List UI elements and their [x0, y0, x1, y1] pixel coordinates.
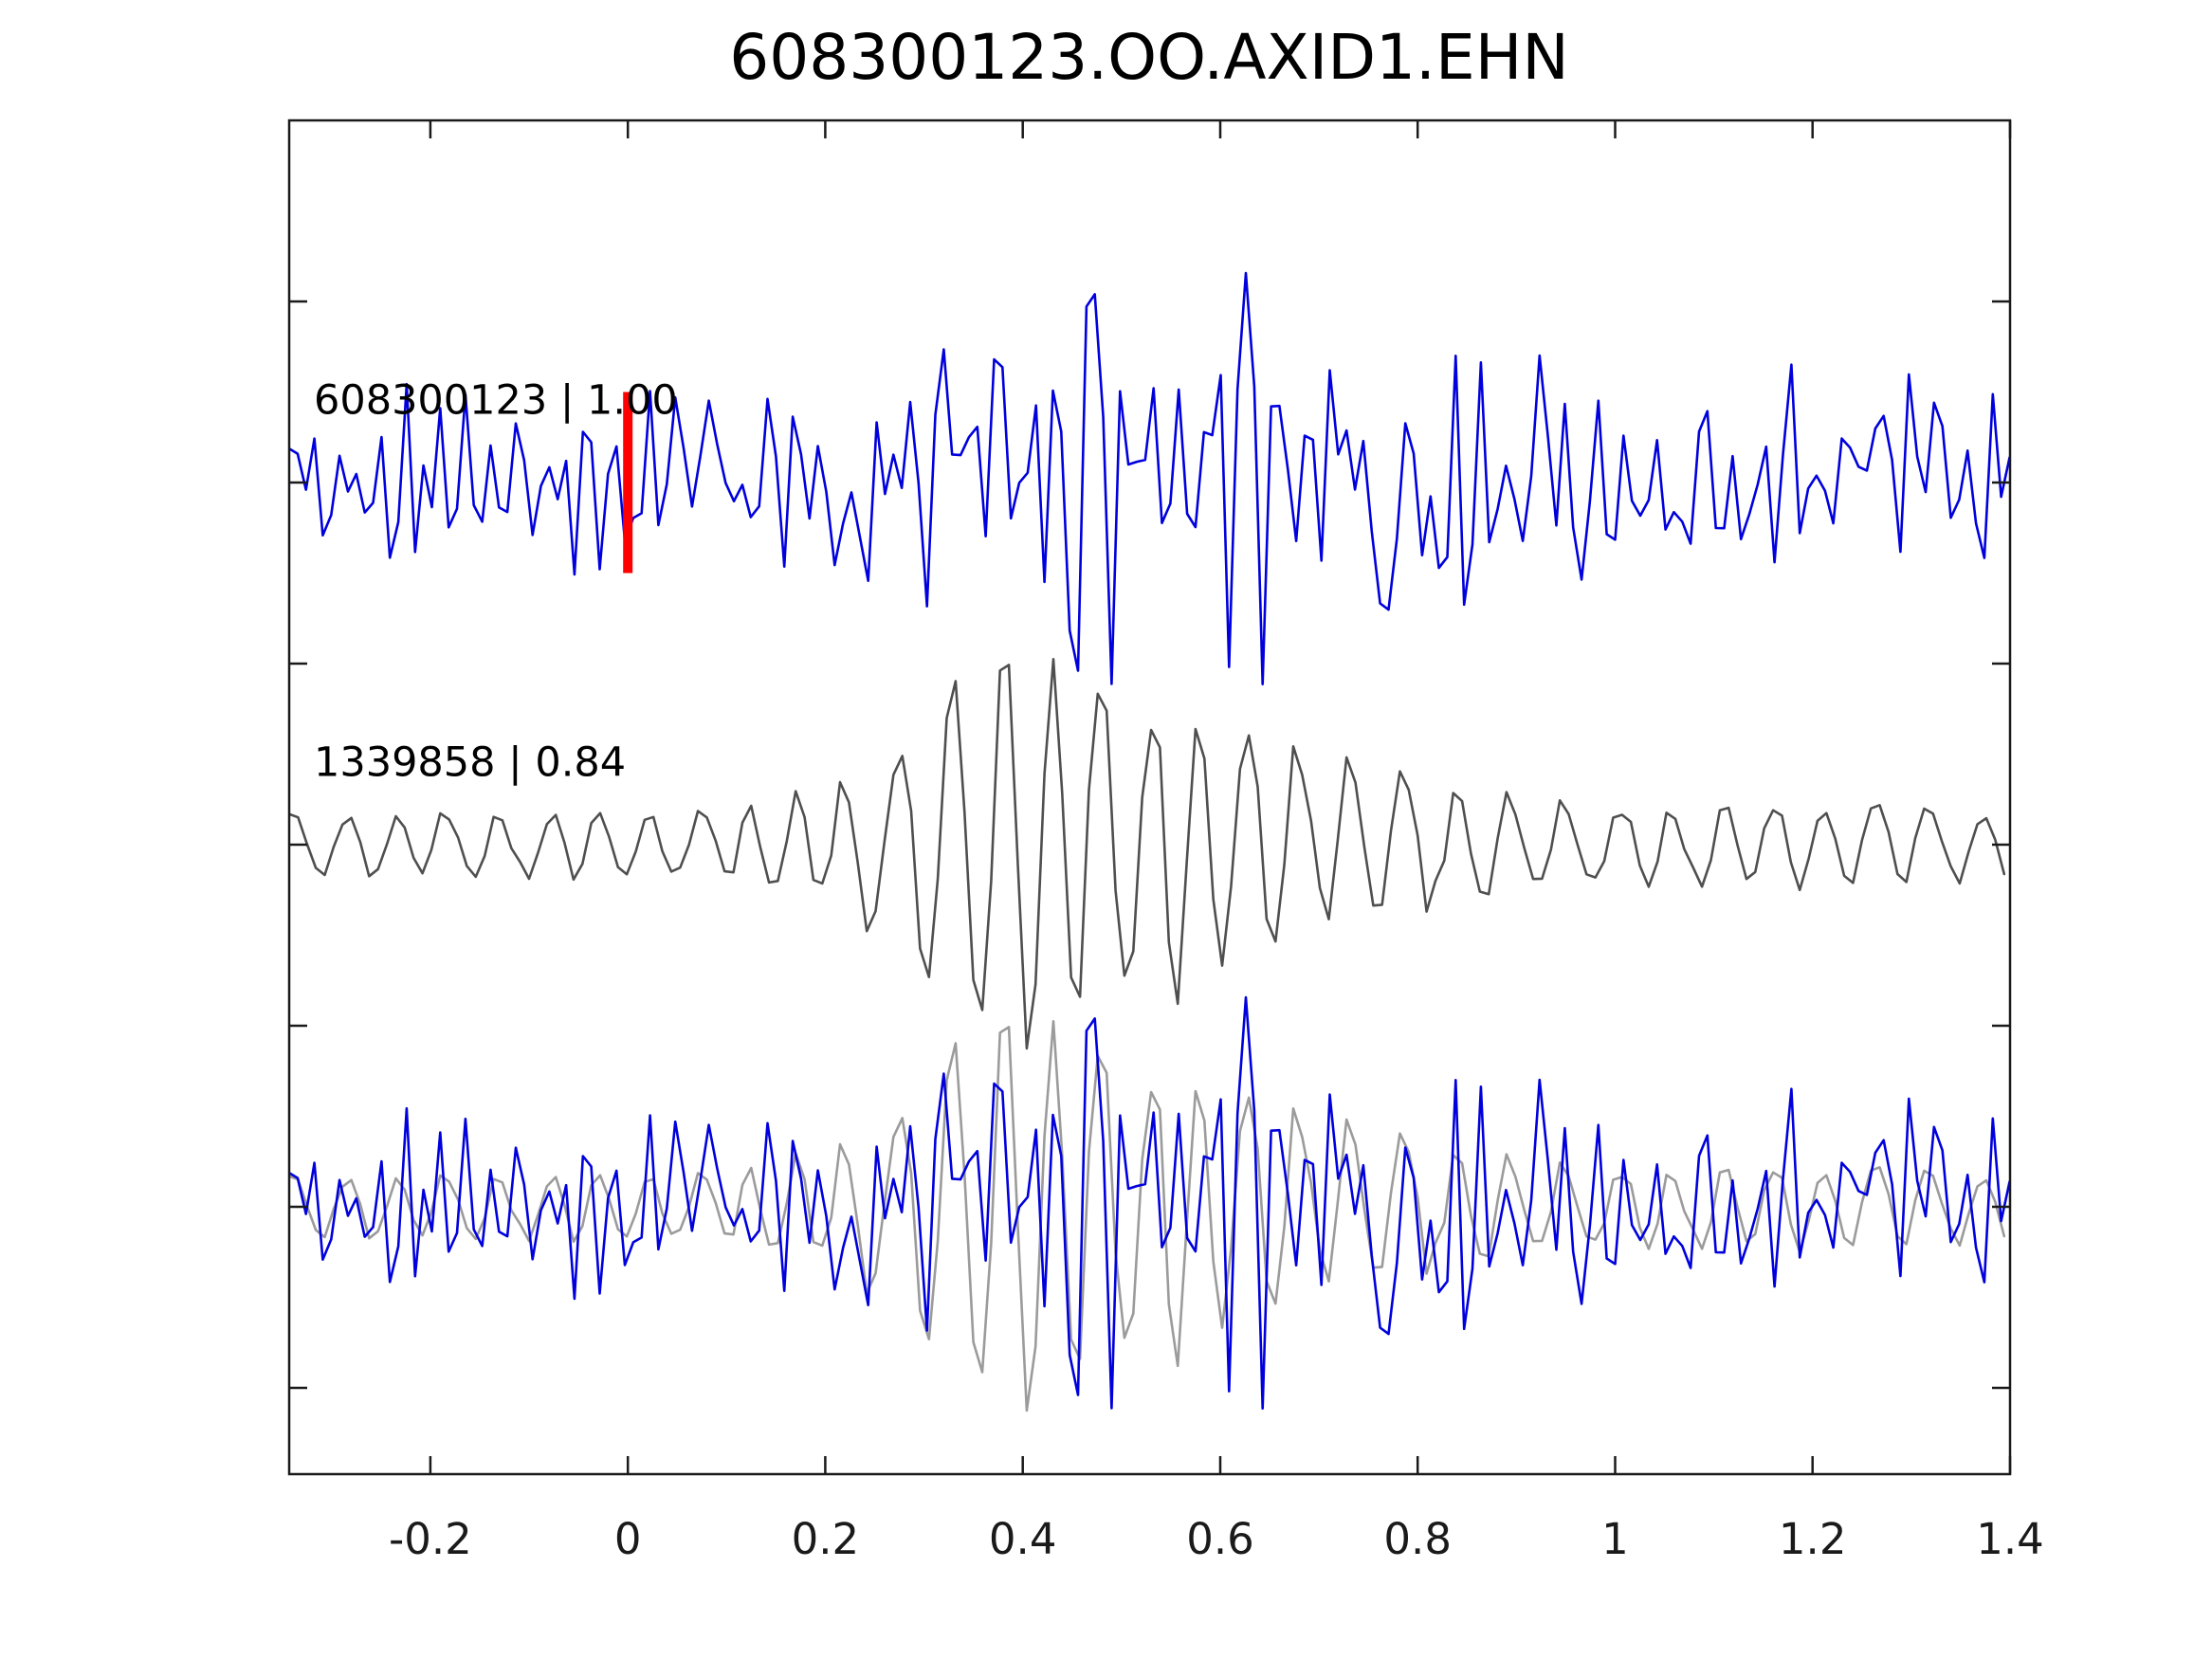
x-tick-label: 0.6	[1186, 1514, 1254, 1564]
x-tick-label: 0.2	[792, 1514, 860, 1564]
traces-group	[289, 271, 2010, 1413]
pick-marker	[623, 392, 633, 574]
axes-group: -0.2 0 0.2 0.4 0.6 0.8 1 1.2 1.4	[289, 120, 2044, 1564]
trace-label-0: 608300123 | 1.00	[314, 376, 678, 424]
x-tick-label: 0.8	[1383, 1514, 1452, 1564]
plot-box-frame	[287, 118, 2012, 1476]
pick-marker-layer	[623, 392, 633, 574]
x-tick-label: 0	[614, 1514, 642, 1564]
x-tick-label: 1.4	[1976, 1514, 2044, 1564]
x-tick-label: 1	[1601, 1514, 1629, 1564]
trace-template-overlay	[289, 1020, 2006, 1413]
trace-template	[289, 658, 2006, 1050]
trace-detection	[289, 271, 2010, 685]
x-tick-label: 1.2	[1779, 1514, 1847, 1564]
plot-title: 608300123.OO.AXID1.EHN	[729, 21, 1568, 94]
trace-label-1: 1339858 | 0.84	[314, 738, 626, 786]
trace-labels-group: 608300123 | 1.00 1339858 | 0.84	[314, 376, 678, 786]
x-tick-label: -0.2	[389, 1514, 472, 1564]
x-tick-label: 0.4	[989, 1514, 1057, 1564]
trace-detection-overlay	[289, 995, 2010, 1410]
